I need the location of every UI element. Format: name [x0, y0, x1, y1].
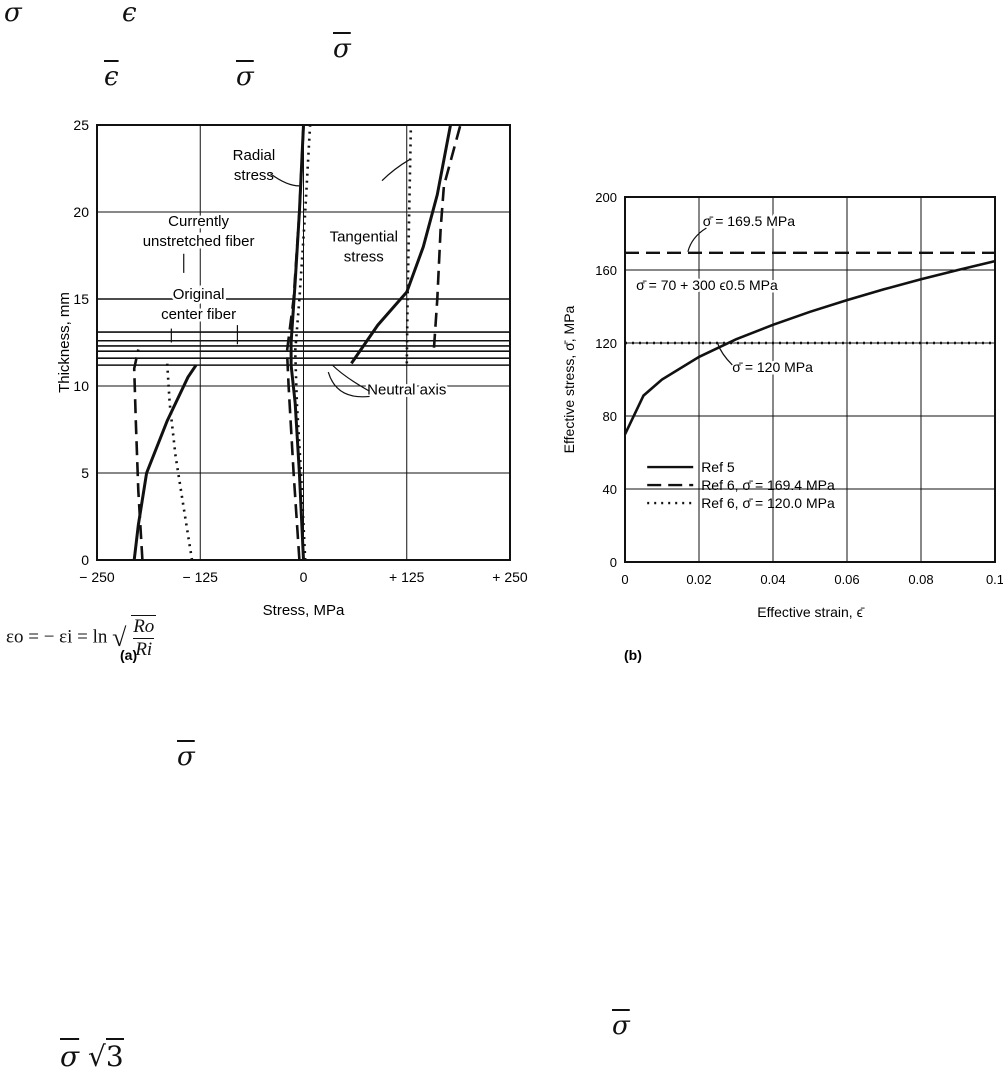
chart-b: 0 0.02 0.04 0.06 0.08 0.1 0 40 80 120 160 200 Effect…	[561, 190, 1003, 663]
neutral-axis-label: Neutral axis	[367, 382, 446, 399]
sqrt-three-value: 3	[105, 1038, 124, 1073]
series-line-dotted	[165, 363, 194, 561]
leader-line	[270, 173, 300, 187]
legend-label: Ref 6, σ̄ = 120.0 MPa	[701, 495, 835, 511]
series-line-dashed	[285, 124, 305, 561]
epsilon-bar-symbol: ϵ	[104, 62, 119, 92]
x-tick-label: + 125	[389, 569, 425, 585]
leader-line	[687, 227, 707, 252]
y-axis-label: Effective stress, σ̄, MPa	[561, 305, 577, 453]
center-fiber-label: Original	[173, 286, 225, 303]
x-tick-label: 0	[621, 572, 628, 587]
y-tick-label: 0	[610, 555, 617, 570]
legend-label: Ref 6, σ̄ = 169.4 MPa	[701, 477, 835, 493]
series-line-solid	[623, 259, 996, 435]
annotation-formula: σ̄ = 70 + 300 ϵ0.5 MPa	[636, 277, 778, 293]
x-tick-label: 0	[300, 569, 308, 585]
sqrt-sign: √	[112, 623, 127, 652]
equation-lhs: εo = − εi = ln	[6, 626, 108, 648]
annotation-169-5: σ̄ = 169.5 MPa	[703, 213, 796, 229]
y-tick-label: 80	[603, 409, 617, 424]
unstretched-fiber-label: unstretched fiber	[143, 233, 255, 250]
y-tick-label: 120	[595, 336, 617, 351]
equation-fraction: Ro Ri	[131, 615, 157, 661]
leader-line	[327, 371, 370, 398]
radial-stress-label: stress	[234, 167, 274, 184]
sigma-bar-symbol: σ	[177, 742, 195, 772]
chart-a: − 250 − 125 0 + 125 + 250 0 5 10 15 20 25 Stress, M…	[56, 117, 528, 663]
x-tick-label: − 250	[79, 569, 115, 585]
legend-label: Ref 5	[701, 459, 735, 475]
plot-frame	[624, 196, 996, 563]
series-line-dashed	[432, 124, 462, 348]
y-tick-label: 160	[595, 263, 617, 278]
sigma-bar-symbol: σ	[60, 1040, 80, 1073]
sigma-bar-symbol: σ	[236, 62, 254, 92]
sigma-bar-symbol: σ	[612, 1011, 630, 1041]
series-line-solid	[132, 364, 198, 561]
x-tick-label: − 125	[183, 569, 219, 585]
leader-line	[381, 159, 410, 182]
sigma-bar-symbol: σ	[333, 34, 351, 64]
series-line-dotted	[293, 124, 312, 561]
x-tick-label: 0.08	[908, 572, 933, 587]
y-tick-label: 10	[73, 378, 89, 394]
leader-line	[716, 342, 733, 366]
y-tick-label: 40	[603, 482, 617, 497]
x-axis-label: Stress, MPa	[263, 602, 345, 619]
series-line-solid	[350, 124, 452, 365]
x-tick-label: 0.1	[986, 572, 1003, 587]
unstretched-fiber-label: Currently	[168, 213, 229, 230]
series-line-dashed	[132, 349, 144, 561]
equation-denominator: Ri	[135, 639, 153, 660]
tangential-stress-label: Tangential	[330, 229, 398, 246]
x-tick-label: 0.04	[760, 572, 785, 587]
x-tick-label: 0.06	[834, 572, 859, 587]
sigma-sqrt-three: σ √3	[60, 1038, 124, 1073]
equation-numerator: Ro	[133, 616, 155, 639]
center-fiber-label: center fiber	[161, 306, 236, 323]
y-axis-label: Thickness, mm	[56, 292, 73, 393]
sigma-bar-symbol: σ	[4, 0, 22, 28]
sqrt-sign: √	[88, 1040, 106, 1073]
leader-line	[331, 364, 370, 392]
radial-stress-label: Radial	[233, 147, 276, 164]
y-tick-label: 5	[81, 465, 89, 481]
y-tick-label: 0	[81, 552, 89, 568]
annotation-120: σ̄ = 120 MPa	[732, 359, 813, 375]
y-tick-label: 20	[73, 204, 89, 220]
epsilon-bar-symbol: ϵ	[122, 0, 137, 28]
tangential-stress-label: stress	[344, 249, 384, 266]
panel-label: (b)	[624, 647, 642, 663]
x-tick-label: 0.02	[686, 572, 711, 587]
strain-equation: εo = − εi = ln √ Ro Ri	[6, 615, 157, 661]
panel-label: (a)	[120, 647, 137, 663]
y-tick-label: 25	[73, 117, 89, 133]
y-tick-label: 200	[595, 190, 617, 205]
x-tick-label: + 250	[492, 569, 528, 585]
y-tick-label: 15	[73, 291, 89, 307]
x-axis-label: Effective strain, ϵ̄	[757, 604, 865, 620]
